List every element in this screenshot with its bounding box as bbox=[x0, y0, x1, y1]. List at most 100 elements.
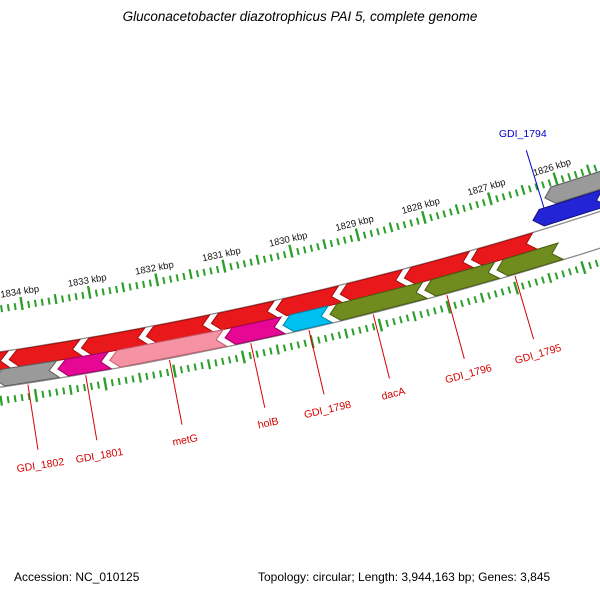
tick-mark bbox=[242, 260, 247, 268]
tick-mark bbox=[507, 286, 512, 294]
tick-mark bbox=[249, 258, 253, 266]
tick-mark bbox=[508, 191, 513, 199]
gene-label-GDI_1794[interactable]: GDI_1794 bbox=[499, 128, 547, 140]
tick-mark bbox=[567, 268, 572, 276]
tick-mark bbox=[580, 168, 585, 177]
tick-mark bbox=[131, 375, 135, 383]
tick-mark bbox=[13, 302, 17, 311]
tick-mark bbox=[376, 228, 380, 236]
gene-arrow-metG[interactable] bbox=[108, 328, 229, 368]
tick-mark bbox=[148, 279, 152, 287]
tick-mark bbox=[520, 184, 526, 196]
tick-mark bbox=[481, 199, 486, 207]
tick-mark bbox=[275, 344, 280, 355]
tick-mark bbox=[20, 393, 24, 402]
tick-mark bbox=[179, 366, 184, 374]
tick-mark bbox=[323, 334, 328, 343]
tick-mark bbox=[426, 309, 430, 317]
gene-arrow-holB[interactable] bbox=[224, 316, 287, 345]
tick-mark bbox=[588, 261, 593, 270]
tick-mark bbox=[412, 311, 417, 322]
tick-mark bbox=[269, 347, 273, 355]
gene-arrow-GDI_1802[interactable] bbox=[0, 360, 61, 387]
gene-arrow-GDI_1794[interactable] bbox=[532, 189, 600, 227]
gene-label-holB[interactable]: holB bbox=[257, 415, 280, 431]
tick-mark bbox=[48, 389, 52, 397]
tick-mark bbox=[6, 396, 10, 404]
tick-mark bbox=[94, 289, 98, 297]
axis-tick-label: 1830 kbp bbox=[268, 230, 309, 250]
tick-mark bbox=[429, 213, 433, 222]
tick-mark bbox=[227, 356, 232, 364]
gene-arrow-GDI_1798[interactable] bbox=[282, 305, 334, 333]
tick-mark bbox=[200, 362, 204, 370]
axis-tick-label: 1832 kbp bbox=[134, 259, 174, 277]
tick-mark bbox=[152, 371, 156, 379]
tick-mark bbox=[303, 339, 307, 347]
tick-mark bbox=[439, 305, 444, 313]
axis-tick-label: 1829 kbp bbox=[334, 214, 375, 234]
tick-mark bbox=[541, 276, 545, 284]
tick-mark bbox=[124, 376, 128, 384]
tick-mark bbox=[309, 244, 314, 252]
tick-mark bbox=[402, 221, 407, 229]
tick-mark bbox=[513, 281, 520, 295]
tick-mark bbox=[229, 262, 233, 271]
tick-mark bbox=[240, 350, 246, 364]
gene-label-metG[interactable]: metG bbox=[171, 432, 198, 449]
tick-mark bbox=[108, 287, 112, 295]
tick-mark bbox=[101, 288, 105, 296]
tick-mark bbox=[500, 288, 505, 296]
tick-mark bbox=[552, 172, 559, 186]
tick-mark bbox=[209, 267, 213, 275]
tick-mark bbox=[554, 272, 559, 280]
tick-mark bbox=[396, 222, 400, 231]
tick-mark bbox=[255, 350, 259, 358]
tick-mark bbox=[585, 164, 592, 175]
accession-text: Accession: NC_010125 bbox=[14, 570, 140, 584]
gene-arrow-GDI_1801[interactable] bbox=[57, 351, 113, 377]
tick-mark bbox=[0, 305, 4, 313]
gene-leader-holB bbox=[250, 343, 266, 408]
gene-label-GDI_1796[interactable]: GDI_1796 bbox=[444, 362, 493, 386]
gene-arrow-unnamed[interactable] bbox=[275, 285, 344, 317]
tick-mark bbox=[62, 387, 66, 395]
gene-arrow-dacA[interactable] bbox=[329, 281, 429, 321]
tick-mark bbox=[362, 231, 367, 239]
tick-mark bbox=[296, 341, 301, 349]
tick-mark bbox=[33, 388, 39, 403]
tick-mark bbox=[234, 354, 239, 363]
tick-mark bbox=[421, 210, 427, 225]
gene-label-GDI_1798[interactable]: GDI_1798 bbox=[303, 399, 352, 422]
tick-mark bbox=[561, 270, 566, 278]
tick-mark bbox=[385, 319, 389, 327]
tick-mark bbox=[165, 368, 170, 377]
tick-mark bbox=[162, 276, 166, 285]
tick-mark bbox=[110, 379, 114, 387]
gene-arrow-GDI_1796[interactable] bbox=[424, 261, 501, 297]
gene-label-dacA[interactable]: dacA bbox=[380, 385, 406, 402]
tick-mark bbox=[520, 282, 525, 290]
tick-mark bbox=[76, 385, 80, 393]
gene-label-GDI_1802[interactable]: GDI_1802 bbox=[16, 456, 65, 475]
tick-mark bbox=[182, 272, 186, 281]
gene-leader-GDI_1798 bbox=[308, 329, 325, 395]
tick-mark bbox=[547, 179, 552, 187]
tick-mark bbox=[329, 239, 334, 248]
tick-mark bbox=[547, 272, 553, 284]
tick-mark bbox=[128, 283, 132, 291]
tick-mark bbox=[337, 331, 342, 339]
tick-arc-outer bbox=[0, 163, 600, 313]
gene-label-GDI_1801[interactable]: GDI_1801 bbox=[75, 446, 124, 466]
gene-arrow-unnamed[interactable] bbox=[0, 350, 12, 375]
tick-mark bbox=[445, 300, 452, 314]
tick-mark bbox=[13, 395, 17, 403]
tick-mark bbox=[269, 254, 274, 262]
gene-arrow-GDI_1795[interactable] bbox=[496, 242, 565, 277]
tick-mark bbox=[495, 195, 499, 203]
gene-label-GDI_1795[interactable]: GDI_1795 bbox=[513, 342, 562, 367]
gene-arrow-unnamed[interactable] bbox=[544, 168, 600, 204]
gene-leader-GDI_1794 bbox=[525, 150, 545, 208]
tick-mark bbox=[415, 217, 420, 225]
tick-mark bbox=[473, 296, 478, 304]
